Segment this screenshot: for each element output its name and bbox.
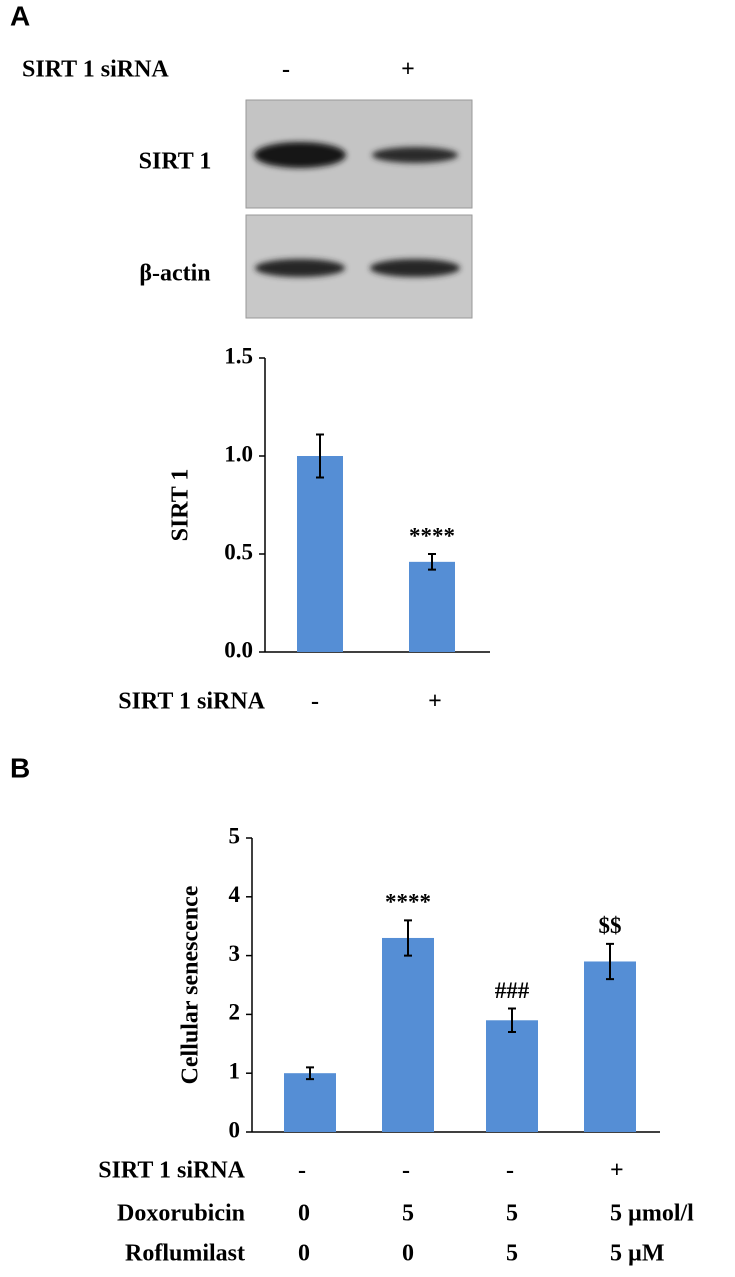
y-tick-label: 0.5 [224, 539, 253, 564]
blot-image [245, 99, 473, 319]
row-label: SIRT 1 siRNA [118, 689, 265, 715]
blot-lane-label: - [282, 57, 290, 83]
panel-label: A [10, 0, 30, 31]
x-tick-label: 5 µmol/l [610, 1201, 694, 1227]
y-axis-label: Cellular senescence [178, 885, 204, 1084]
y-tick-label: 3 [229, 941, 241, 966]
x-tick-label: 5 µM [610, 1241, 664, 1267]
row-label: Roflumilast [125, 1241, 245, 1267]
x-tick-label: - [298, 1158, 306, 1184]
y-tick-label: 1.5 [224, 343, 253, 368]
y-tick-label: 1 [229, 1058, 241, 1083]
error-bar [606, 942, 614, 981]
y-tick-label: 1.0 [224, 441, 253, 466]
x-tick-label: - [506, 1158, 514, 1184]
error-bar [316, 433, 324, 479]
error-bar [428, 553, 436, 571]
error-bar [508, 1007, 516, 1034]
row-label: SIRT 1 siRNA [98, 1158, 245, 1184]
x-tick-label: + [428, 689, 442, 715]
blot-lane-label: + [401, 57, 415, 83]
significance-label: ### [495, 978, 530, 1003]
y-tick-label: 2 [229, 1000, 241, 1025]
y-tick-label: 4 [229, 882, 241, 907]
y-tick-label: 5 [229, 823, 241, 848]
row-label: Doxorubicin [117, 1201, 245, 1227]
y-tick-label: 0.0 [224, 637, 253, 662]
error-bar [404, 919, 412, 957]
x-tick-label: - [402, 1158, 410, 1184]
bar [382, 937, 434, 1132]
bar [409, 561, 455, 652]
y-axis-label: SIRT 1 [168, 469, 194, 542]
bar [297, 456, 343, 652]
blot-row-label: SIRT 1 [139, 149, 212, 175]
x-tick-label: 0 [402, 1241, 414, 1267]
error-bar [306, 1066, 314, 1081]
y-tick-label: 0 [229, 1117, 241, 1142]
x-tick-label: 0 [298, 1241, 310, 1267]
x-tick-label: - [311, 689, 319, 715]
significance-label: **** [385, 890, 431, 915]
x-tick-label: + [610, 1158, 624, 1184]
bar [284, 1073, 336, 1132]
blot-treatment-label: SIRT 1 siRNA [22, 57, 169, 83]
significance-label: $$ [599, 913, 622, 938]
x-tick-label: 5 [506, 1241, 518, 1267]
blot-row-label: β-actin [139, 261, 210, 287]
panel-label: B [10, 752, 30, 783]
x-tick-label: 0 [298, 1201, 310, 1227]
x-tick-label: 5 [506, 1201, 518, 1227]
significance-label: **** [409, 523, 455, 548]
bar [584, 961, 636, 1132]
x-tick-label: 5 [402, 1201, 414, 1227]
bar [486, 1020, 538, 1132]
